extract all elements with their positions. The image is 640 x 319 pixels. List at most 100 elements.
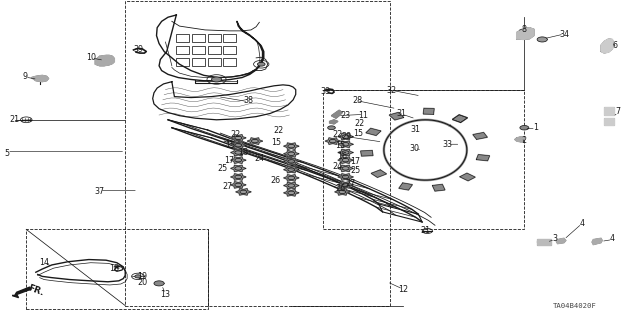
Text: 17: 17 (224, 156, 234, 165)
Text: 27: 27 (346, 179, 356, 188)
Text: 16: 16 (238, 148, 248, 157)
Polygon shape (338, 149, 353, 156)
Bar (192, 58, 205, 66)
Polygon shape (592, 238, 602, 245)
Text: 13: 13 (161, 290, 170, 299)
Polygon shape (452, 115, 467, 122)
Polygon shape (460, 173, 475, 181)
Bar (208, 58, 221, 66)
Polygon shape (330, 120, 338, 124)
Text: 31: 31 (411, 125, 420, 134)
Bar (208, 46, 221, 54)
Text: 29: 29 (342, 132, 352, 141)
Text: 15: 15 (271, 137, 282, 146)
Text: 15: 15 (353, 129, 364, 138)
Text: 22: 22 (230, 130, 241, 139)
Text: 21: 21 (420, 226, 431, 235)
Text: 34: 34 (559, 30, 569, 39)
Polygon shape (12, 287, 31, 298)
Bar (223, 34, 236, 42)
Bar (26, 229, 208, 309)
Text: 31: 31 (397, 109, 407, 118)
Text: 27: 27 (222, 182, 232, 191)
Polygon shape (284, 167, 299, 173)
Text: 6: 6 (612, 41, 618, 50)
Text: 16: 16 (337, 152, 348, 161)
Polygon shape (423, 108, 434, 114)
Text: 33: 33 (443, 140, 452, 149)
Polygon shape (284, 143, 299, 150)
Text: 9: 9 (22, 72, 28, 81)
Text: 26: 26 (335, 184, 346, 193)
Text: 24: 24 (332, 162, 342, 171)
Polygon shape (325, 138, 340, 145)
Polygon shape (338, 174, 353, 180)
Text: 3: 3 (552, 234, 557, 243)
Polygon shape (473, 132, 487, 139)
Text: 32: 32 (387, 86, 397, 95)
Polygon shape (230, 157, 246, 163)
Text: 22: 22 (355, 119, 365, 129)
Polygon shape (399, 183, 412, 190)
Text: 15: 15 (335, 141, 346, 150)
Text: 7: 7 (616, 108, 621, 116)
Polygon shape (366, 128, 381, 136)
Text: 23: 23 (340, 111, 351, 120)
Text: 24: 24 (254, 154, 264, 163)
Text: 17: 17 (350, 157, 360, 166)
Text: 37: 37 (95, 187, 105, 196)
Polygon shape (230, 182, 246, 188)
Bar (192, 46, 205, 54)
Circle shape (154, 281, 164, 286)
Text: FR.: FR. (26, 283, 45, 297)
Text: 19: 19 (138, 271, 148, 281)
Text: 39: 39 (320, 87, 330, 96)
Polygon shape (236, 189, 251, 195)
Polygon shape (247, 138, 262, 145)
Polygon shape (338, 141, 353, 148)
Circle shape (257, 62, 265, 66)
Polygon shape (338, 165, 353, 172)
Text: 5: 5 (4, 149, 10, 158)
Polygon shape (335, 189, 350, 195)
Polygon shape (230, 149, 246, 156)
Polygon shape (95, 55, 115, 66)
Polygon shape (230, 135, 246, 141)
Polygon shape (230, 142, 246, 149)
Bar (176, 58, 189, 66)
Text: 14: 14 (39, 258, 49, 267)
Text: 25: 25 (218, 164, 228, 173)
Polygon shape (604, 118, 614, 124)
Circle shape (520, 125, 529, 130)
Circle shape (211, 77, 221, 82)
Polygon shape (230, 174, 246, 180)
Text: 25: 25 (350, 166, 360, 175)
Polygon shape (284, 189, 299, 196)
Text: 4: 4 (610, 234, 615, 243)
Text: 1: 1 (533, 123, 538, 132)
Polygon shape (361, 151, 373, 156)
Circle shape (135, 275, 141, 278)
Text: 39: 39 (133, 45, 143, 55)
Polygon shape (284, 174, 299, 181)
Bar (223, 58, 236, 66)
Polygon shape (338, 182, 353, 188)
Bar (176, 46, 189, 54)
Text: 22: 22 (333, 130, 343, 139)
Bar (125, 1, 390, 306)
Text: 2: 2 (522, 136, 527, 145)
Polygon shape (338, 157, 353, 163)
Text: 38: 38 (243, 96, 253, 105)
Text: 21: 21 (10, 115, 20, 124)
Polygon shape (230, 165, 246, 172)
Bar (192, 34, 205, 42)
Text: 15: 15 (225, 141, 236, 150)
Polygon shape (556, 238, 566, 244)
Text: 20: 20 (138, 278, 148, 287)
Text: 12: 12 (398, 285, 408, 294)
Polygon shape (31, 75, 49, 82)
Polygon shape (515, 137, 524, 142)
Circle shape (328, 126, 335, 130)
Polygon shape (338, 133, 353, 140)
Text: 22: 22 (273, 126, 284, 135)
